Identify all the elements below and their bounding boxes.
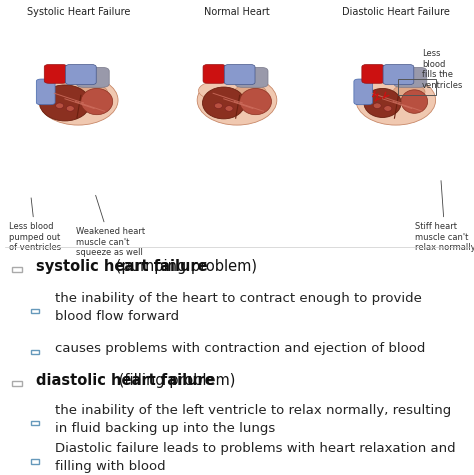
Text: Diastolic Heart Failure: Diastolic Heart Failure [342,8,450,18]
FancyBboxPatch shape [65,65,96,85]
FancyBboxPatch shape [31,459,39,464]
Ellipse shape [40,81,82,100]
Ellipse shape [55,103,64,108]
FancyBboxPatch shape [44,65,67,83]
FancyBboxPatch shape [12,381,22,386]
Ellipse shape [384,106,392,111]
Text: (filling problem): (filling problem) [114,373,236,388]
FancyBboxPatch shape [235,67,268,87]
Ellipse shape [356,75,436,125]
FancyBboxPatch shape [362,65,384,83]
FancyBboxPatch shape [12,267,22,272]
Ellipse shape [199,81,241,100]
Ellipse shape [393,84,425,99]
FancyBboxPatch shape [31,309,39,313]
Ellipse shape [197,75,277,125]
Ellipse shape [234,84,266,99]
Text: Diastolic failure leads to problems with heart relaxation and
filling with blood: Diastolic failure leads to problems with… [55,442,455,474]
Text: Stiff heart
muscle can't
relax normally: Stiff heart muscle can't relax normally [415,180,474,252]
Ellipse shape [40,85,90,121]
Ellipse shape [364,88,401,117]
Ellipse shape [66,106,74,111]
FancyBboxPatch shape [36,79,55,104]
Text: (pumping problem): (pumping problem) [110,259,256,274]
Text: diastolic heart failure: diastolic heart failure [36,373,214,388]
Ellipse shape [373,103,381,108]
Text: the inability of the heart to contract enough to provide
blood flow forward: the inability of the heart to contract e… [55,292,421,323]
Bar [399,79,436,95]
FancyBboxPatch shape [224,65,255,85]
FancyBboxPatch shape [31,421,39,425]
Text: Systolic Heart Failure: Systolic Heart Failure [27,8,130,18]
Ellipse shape [357,81,400,100]
Text: Normal Heart: Normal Heart [204,8,270,18]
Ellipse shape [401,90,428,114]
Text: systolic heart failure: systolic heart failure [36,259,207,274]
FancyBboxPatch shape [354,79,373,104]
Ellipse shape [38,75,118,125]
Ellipse shape [214,103,222,108]
Text: causes problems with contraction and ejection of blood: causes problems with contraction and eje… [55,342,425,355]
Ellipse shape [225,106,233,111]
Text: Less blood
pumped out
of ventricles: Less blood pumped out of ventricles [9,198,62,252]
Ellipse shape [202,87,245,119]
Text: Less
blood
fills the
ventricles: Less blood fills the ventricles [422,49,463,90]
Text: the inability of the left ventricle to relax normally, resulting
in fluid backin: the inability of the left ventricle to r… [55,404,451,435]
FancyBboxPatch shape [203,65,226,83]
Text: Weakened heart
muscle can't
squeeze as well: Weakened heart muscle can't squeeze as w… [76,195,145,257]
FancyBboxPatch shape [383,65,414,85]
Ellipse shape [75,84,108,99]
Ellipse shape [240,88,272,114]
FancyBboxPatch shape [76,67,109,87]
FancyBboxPatch shape [31,350,39,354]
Ellipse shape [81,88,113,114]
FancyBboxPatch shape [394,67,427,87]
